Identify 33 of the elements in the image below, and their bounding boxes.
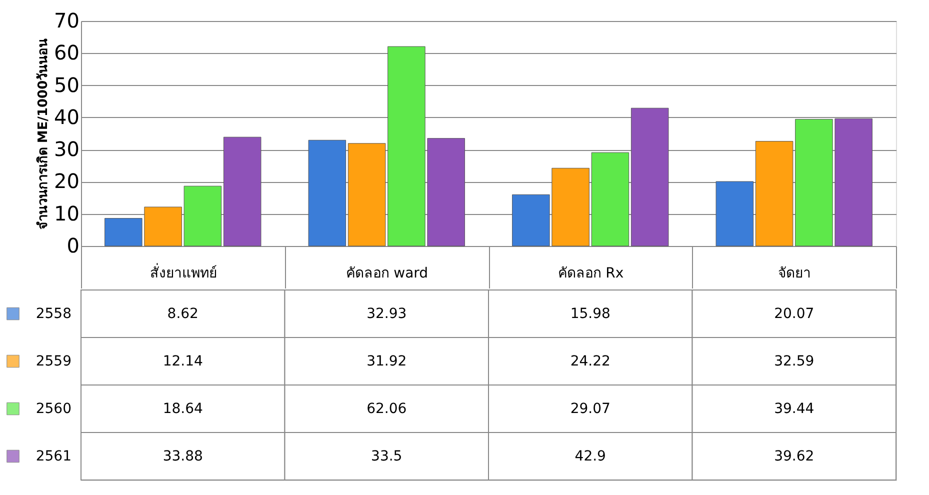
data-label: 32.93 — [366, 306, 407, 322]
legend-label: 2561 — [36, 448, 72, 464]
y-tick-label: 0 — [66, 234, 80, 258]
legend-label: 2558 — [36, 306, 72, 322]
legend-label: 2559 — [36, 353, 72, 370]
y-tick-label: 30 — [54, 137, 80, 162]
data-label: 12.14 — [162, 353, 203, 370]
data-label: 39.44 — [774, 400, 814, 417]
y-tick-label: 60 — [54, 40, 80, 65]
y-tick-label: 70 — [54, 8, 80, 32]
y-tick-label: 10 — [54, 201, 80, 226]
data-label: 29.07 — [570, 400, 610, 417]
data-label: 33.5 — [371, 448, 402, 464]
data-label: 62.06 — [366, 400, 407, 417]
data-label: 42.9 — [574, 448, 606, 464]
x-tick-label: จัดยา — [778, 266, 812, 282]
y-tick-label: 20 — [54, 169, 80, 194]
data-label: 33.88 — [162, 448, 203, 464]
x-tick-label: สั่งยาแพทย์ — [150, 264, 217, 282]
data-label: 24.22 — [570, 353, 610, 370]
data-label: 39.62 — [774, 448, 814, 464]
data-label: 8.62 — [167, 306, 198, 322]
y-axis-title: จำนวนการเกิด ME/1000วันนอน — [35, 38, 52, 230]
legend-label: 2560 — [36, 400, 72, 417]
data-label: 20.07 — [774, 306, 814, 322]
data-label: 31.92 — [366, 353, 407, 370]
data-label: 18.64 — [162, 400, 203, 417]
y-tick-label: 40 — [54, 104, 80, 129]
x-tick-label: คัดลอก ward — [346, 266, 428, 282]
x-tick-label: คัดลอก Rx — [558, 266, 624, 282]
data-label: 15.98 — [570, 306, 610, 322]
y-tick-label: 50 — [54, 72, 80, 97]
data-label: 32.59 — [774, 353, 814, 370]
